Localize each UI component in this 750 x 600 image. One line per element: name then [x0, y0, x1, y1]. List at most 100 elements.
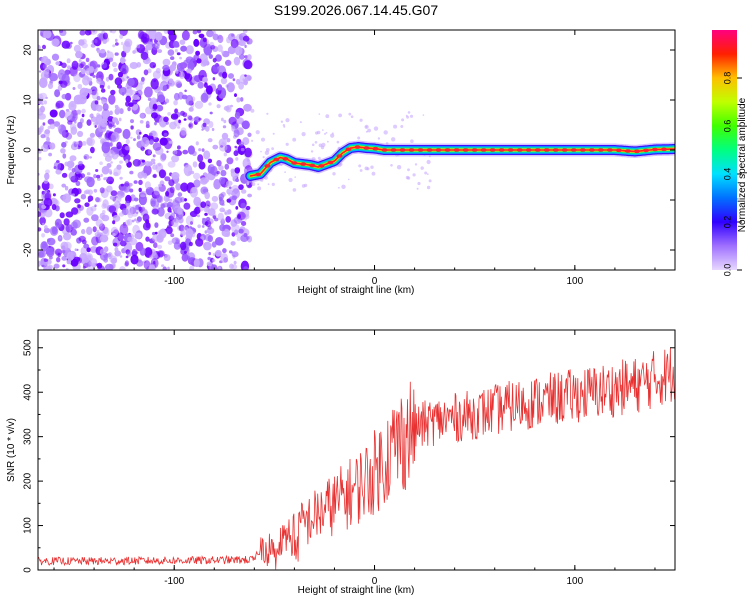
noise-speckle	[89, 156, 92, 159]
noise-speckle	[235, 178, 240, 182]
noise-speckle	[174, 196, 183, 204]
noise-speckle	[152, 231, 156, 236]
noise-speckle	[426, 185, 431, 190]
noise-speckle	[152, 161, 156, 165]
noise-speckle	[128, 102, 134, 107]
noise-speckle	[225, 105, 232, 113]
noise-speckle	[96, 112, 101, 118]
bottom-y-axis-label: SNR (10 * v/v)	[6, 418, 17, 482]
noise-speckle	[233, 260, 237, 265]
noise-speckle	[338, 186, 340, 189]
noise-speckle	[135, 91, 139, 95]
noise-speckle	[198, 33, 205, 39]
noise-speckle	[43, 258, 49, 262]
noise-speckle	[272, 132, 275, 135]
noise-speckle	[126, 251, 132, 257]
noise-speckle	[200, 92, 209, 103]
noise-speckle	[75, 180, 81, 186]
x-tick-label: -100	[164, 276, 184, 287]
noise-speckle	[135, 211, 139, 214]
noise-speckle	[212, 215, 217, 220]
noise-speckle	[134, 218, 137, 222]
noise-speckle	[205, 220, 212, 228]
noise-speckle	[204, 82, 208, 85]
noise-speckle	[348, 112, 352, 116]
noise-speckle	[301, 132, 306, 137]
noise-speckle	[208, 102, 212, 106]
noise-speckle	[125, 101, 130, 107]
noise-speckle	[166, 187, 175, 198]
noise-speckle	[88, 66, 94, 73]
noise-speckle	[68, 100, 77, 111]
snr-panel: -100 0 100 0 100 200 300 400 500 Height of strai…	[6, 329, 676, 596]
noise-speckle	[311, 143, 315, 147]
noise-speckle	[103, 258, 109, 263]
noise-speckle	[193, 258, 200, 268]
noise-speckle	[44, 172, 50, 180]
noise-speckle	[211, 195, 219, 202]
noise-speckle	[364, 166, 369, 171]
noise-speckle	[168, 140, 173, 144]
noise-speckle	[94, 39, 98, 44]
noise-speckle	[171, 172, 180, 180]
noise-speckle	[105, 76, 110, 82]
noise-speckle	[407, 168, 410, 172]
noise-speckle	[86, 119, 92, 126]
noise-speckle	[108, 73, 114, 81]
noise-speckle	[112, 220, 116, 225]
noise-speckle	[176, 83, 182, 88]
noise-speckle	[124, 181, 130, 187]
noise-speckle	[410, 139, 414, 143]
noise-speckle	[371, 171, 376, 176]
noise-speckle	[201, 225, 205, 228]
colorbar-tick-label: 0.8	[722, 72, 732, 85]
noise-speckle	[114, 247, 119, 252]
noise-speckle	[40, 134, 46, 139]
noise-speckle	[173, 149, 178, 155]
noise-speckle	[178, 91, 184, 100]
noise-speckle	[177, 126, 181, 129]
noise-speckle	[211, 127, 215, 132]
ridge-peak	[561, 148, 568, 152]
ridge-peak	[264, 164, 271, 168]
noise-speckle	[61, 183, 66, 188]
noise-speckle	[238, 141, 245, 147]
noise-speckle	[159, 137, 168, 146]
noise-speckle	[180, 241, 187, 251]
noise-speckle	[227, 46, 236, 55]
noise-speckle	[195, 141, 199, 146]
noise-speckle	[220, 77, 228, 85]
noise-speckle	[332, 172, 336, 176]
noise-speckle	[324, 132, 326, 135]
ridge-peak	[606, 148, 613, 152]
noise-speckle	[189, 210, 198, 218]
noise-speckle	[182, 149, 189, 155]
y-tick-label: 0	[23, 147, 34, 153]
noise-speckle	[84, 30, 92, 36]
noise-speckle	[42, 44, 46, 50]
noise-speckle	[163, 30, 169, 34]
noise-speckle	[266, 112, 269, 115]
noise-speckle	[229, 250, 233, 254]
colorbar: 0.0 0.2 0.4 0.6 0.8 Normalized spectral ampl…	[712, 30, 748, 276]
colorbar-gradient	[712, 30, 737, 270]
noise-speckle	[74, 198, 81, 204]
noise-speckle	[241, 120, 250, 130]
noise-speckle	[234, 145, 238, 149]
noise-speckle	[100, 120, 108, 128]
noise-speckle	[51, 38, 60, 47]
noise-speckle	[318, 113, 321, 115]
noise-speckle	[234, 111, 241, 119]
noise-speckle	[83, 243, 90, 249]
noise-speckle	[177, 145, 181, 150]
noise-speckle	[66, 58, 71, 64]
noise-speckle	[357, 136, 361, 140]
noise-speckle	[115, 42, 119, 46]
noise-speckle	[107, 85, 111, 90]
noise-speckle	[108, 205, 117, 213]
noise-speckle	[218, 266, 221, 270]
noise-speckle	[216, 170, 220, 175]
noise-speckle	[365, 130, 368, 133]
noise-speckle	[165, 98, 170, 104]
noise-speckle	[96, 174, 101, 179]
